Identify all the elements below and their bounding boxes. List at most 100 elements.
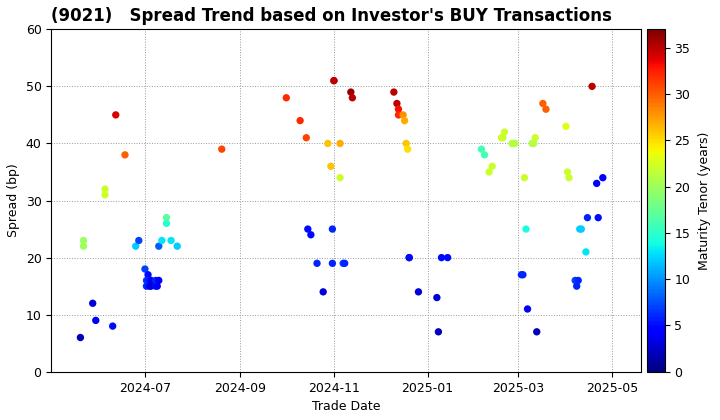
Text: (9021)   Spread Trend based on Investor's BUY Transactions: (9021) Spread Trend based on Investor's … (51, 7, 612, 25)
Point (591, 180, 603, 187)
Point (388, 89, 400, 95)
Point (400, 140, 412, 147)
Point (413, 289, 424, 295)
Point (510, 140, 521, 147)
Point (150, 283, 161, 289)
Point (537, 100, 549, 107)
Point (572, 277, 584, 284)
Point (498, 134, 509, 141)
Point (153, 277, 165, 284)
Point (338, 260, 349, 267)
Point (156, 237, 168, 244)
Point (294, 117, 306, 124)
Point (540, 106, 552, 113)
Point (506, 140, 518, 147)
Point (150, 277, 161, 284)
Point (143, 277, 154, 284)
Y-axis label: Maturity Tenor (years): Maturity Tenor (years) (698, 131, 711, 270)
Point (327, 260, 338, 267)
Point (305, 231, 317, 238)
Point (107, 323, 119, 329)
Point (90, 317, 102, 324)
Point (325, 163, 337, 170)
Point (508, 140, 519, 147)
Point (328, 77, 340, 84)
Point (334, 174, 346, 181)
Point (495, 134, 507, 141)
Point (529, 134, 541, 141)
Y-axis label: Spread (bp): Spread (bp) (7, 164, 20, 237)
Point (392, 106, 404, 113)
Point (216, 146, 228, 152)
Point (78, 237, 89, 244)
Point (517, 271, 528, 278)
Point (311, 260, 323, 267)
Point (442, 254, 454, 261)
Point (346, 94, 358, 101)
Point (392, 112, 404, 118)
Point (143, 271, 154, 278)
Point (144, 283, 156, 289)
Point (75, 334, 86, 341)
Point (161, 214, 172, 221)
Point (476, 146, 487, 152)
Point (166, 237, 177, 244)
Point (575, 226, 587, 232)
Point (130, 243, 142, 249)
Point (339, 260, 351, 267)
Point (571, 283, 582, 289)
Point (133, 237, 145, 244)
Point (171, 243, 183, 249)
Point (526, 140, 538, 147)
Point (402, 146, 413, 152)
Point (570, 277, 581, 284)
Point (518, 174, 530, 181)
Point (145, 277, 157, 284)
Point (281, 94, 292, 101)
Point (562, 168, 573, 175)
Point (528, 140, 539, 147)
Point (391, 100, 402, 107)
Point (110, 112, 122, 118)
Point (140, 283, 152, 289)
Point (597, 174, 608, 181)
Point (397, 112, 409, 118)
Point (399, 117, 410, 124)
Point (522, 306, 534, 312)
Point (327, 226, 338, 232)
Point (153, 243, 165, 249)
Point (145, 283, 157, 289)
Point (521, 226, 532, 232)
Point (487, 163, 498, 170)
Point (328, 77, 340, 84)
Point (593, 214, 604, 221)
Point (302, 226, 314, 232)
Point (151, 283, 163, 289)
Point (403, 254, 415, 261)
Point (433, 328, 444, 335)
Point (345, 89, 356, 95)
Point (586, 83, 598, 90)
Point (161, 220, 172, 227)
Point (403, 254, 415, 261)
Point (99, 186, 111, 192)
Point (99, 192, 111, 198)
Point (140, 277, 152, 284)
Point (582, 214, 593, 221)
Point (322, 140, 333, 147)
Point (139, 266, 150, 273)
Point (483, 168, 495, 175)
Point (563, 174, 575, 181)
Point (479, 152, 490, 158)
Point (334, 140, 346, 147)
Point (499, 129, 510, 135)
Point (436, 254, 447, 261)
Point (574, 226, 585, 232)
Point (431, 294, 443, 301)
Point (580, 249, 592, 255)
Point (120, 152, 131, 158)
Point (516, 271, 527, 278)
Point (78, 243, 89, 249)
Point (300, 134, 312, 141)
Point (531, 328, 542, 335)
